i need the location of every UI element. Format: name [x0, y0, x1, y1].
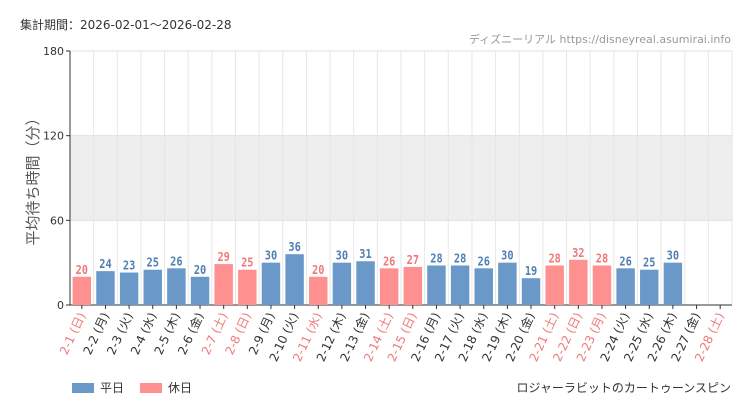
period-label: 集計期間：2026-02-01～2026-02-28 — [20, 18, 232, 32]
bar — [569, 259, 588, 305]
bar-value-label: 30 — [667, 249, 680, 263]
y-tick-label: 180 — [43, 45, 64, 58]
y-tick-label: 60 — [50, 214, 64, 227]
legend: 平日 休日 — [72, 379, 208, 396]
bar — [72, 276, 92, 305]
bar — [545, 265, 564, 305]
bar-value-label: 28 — [430, 252, 443, 266]
bar — [403, 266, 423, 305]
bar — [450, 265, 470, 305]
bar — [238, 269, 257, 305]
bar-value-label: 28 — [548, 252, 561, 266]
bar-value-label: 32 — [572, 246, 584, 260]
bar-value-label: 26 — [170, 255, 183, 269]
bar-value-label: 20 — [312, 263, 325, 277]
bar — [498, 262, 517, 305]
attraction-name: ロジャーラビットのカートゥーンスピン — [516, 381, 731, 395]
source-credit: ディズニーリアル https://disneyreal.asumirai.inf… — [468, 33, 731, 46]
legend-label-holiday: 休日 — [168, 381, 193, 395]
bar-value-label: 25 — [643, 256, 655, 270]
bar-value-label: 26 — [383, 255, 396, 269]
bar — [261, 262, 281, 305]
bar — [616, 268, 635, 305]
bar-value-label: 28 — [596, 252, 609, 266]
bar-value-label: 25 — [147, 256, 159, 270]
bar-value-label: 30 — [501, 249, 514, 263]
y-tick-label: 0 — [57, 299, 64, 312]
legend-swatch-weekday — [72, 382, 94, 393]
bar — [379, 268, 399, 305]
bar — [663, 262, 683, 305]
legend-swatch-holiday — [140, 382, 163, 393]
bar — [96, 271, 115, 305]
bar — [190, 276, 210, 305]
legend-item-holiday: 休日 — [140, 379, 192, 396]
y-axis-label: 平均待ち時間（分） — [24, 110, 42, 245]
bar — [427, 265, 446, 305]
bar-value-label: 20 — [194, 263, 207, 277]
bar-value-label: 25 — [241, 256, 253, 270]
legend-item-weekday: 平日 — [72, 379, 124, 396]
bar-value-label: 26 — [619, 255, 632, 269]
bar-value-label: 31 — [359, 248, 372, 262]
bar-value-label: 36 — [288, 240, 301, 254]
y-tick-label: 120 — [43, 130, 64, 143]
bar-value-label: 30 — [265, 249, 278, 263]
bar — [592, 265, 612, 305]
bar-value-label: 24 — [99, 257, 112, 271]
bar — [521, 278, 541, 305]
bar — [309, 276, 328, 305]
bar — [167, 268, 186, 305]
bar — [640, 269, 659, 305]
bar-value-label: 19 — [525, 264, 538, 278]
bar-value-label: 28 — [454, 252, 467, 266]
bar — [356, 261, 375, 305]
bar — [474, 268, 493, 305]
legend-label-weekday: 平日 — [100, 381, 125, 395]
bar — [143, 269, 162, 305]
bar-value-label: 20 — [76, 263, 89, 277]
bar — [119, 272, 139, 305]
bar-value-label: 29 — [217, 250, 230, 264]
bar-value-label: 27 — [407, 253, 419, 267]
bar — [285, 254, 304, 305]
bar-value-label: 26 — [478, 255, 491, 269]
bar — [332, 262, 352, 305]
bar-value-label: 23 — [123, 259, 136, 273]
bar — [214, 264, 233, 305]
bar-value-label: 30 — [336, 249, 349, 263]
